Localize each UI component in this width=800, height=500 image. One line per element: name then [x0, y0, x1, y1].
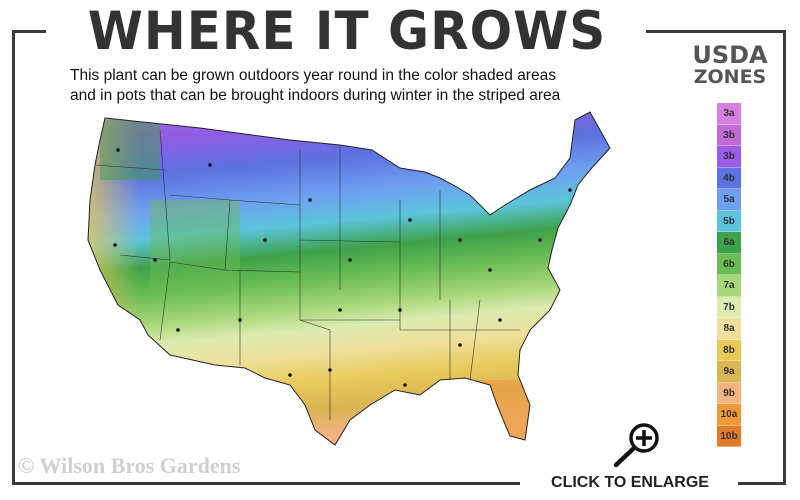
legend-zone-7b: 7b — [717, 296, 741, 318]
magnifier-plus-icon[interactable] — [610, 420, 666, 470]
frame-gap-bottom — [520, 478, 738, 490]
legend-zone-9a: 9a — [717, 361, 741, 383]
legend-zone-5b: 5b — [717, 210, 741, 232]
legend-title-line-2: ZONES — [693, 66, 767, 88]
legend-zone-4b: 4b — [717, 167, 741, 189]
subtitle-line-1: This plant can be grown outdoors year ro… — [70, 67, 556, 84]
city-markers — [113, 148, 572, 387]
legend-zone-5a: 5a — [717, 189, 741, 211]
legend-zone-10b: 10b — [717, 425, 741, 447]
state-borders — [94, 129, 520, 420]
frame-gap-top — [46, 24, 646, 36]
legend-zone-6a: 6a — [717, 232, 741, 254]
click-to-enlarge-button[interactable]: CLICK TO ENLARGE — [551, 474, 709, 491]
legend-title: USDA ZONES — [680, 41, 780, 88]
legend-title-line-1: USDA — [692, 41, 768, 69]
legend-zone-9b: 9b — [717, 382, 741, 404]
legend-zone-8a: 8a — [717, 318, 741, 340]
copyright-watermark: © Wilson Bros Gardens — [18, 453, 241, 478]
us-outline — [87, 111, 611, 446]
legend-zone-6b: 6b — [717, 253, 741, 275]
legend-zone-3a: 3a — [717, 103, 741, 125]
legend-zone-3b: 3b — [717, 124, 741, 146]
subtitle-line-2: and in pots that can be brought indoors … — [70, 87, 561, 104]
subtitle: This plant can be grown outdoors year ro… — [70, 66, 630, 106]
legend-zone-8b: 8b — [717, 339, 741, 361]
zone-shading — [88, 112, 610, 445]
legend-zone-7a: 7a — [717, 275, 741, 297]
page-title: WHERE IT GROWS — [87, 0, 607, 62]
legend-zone-10a: 10a — [717, 404, 741, 426]
legend-zone-3b: 3b — [717, 146, 741, 168]
zone-legend: 3a 3b 3b 4b 5a 5b 6a 6b 7a 7b 8a 8b 9a 9b 10a 10b — [717, 103, 741, 447]
